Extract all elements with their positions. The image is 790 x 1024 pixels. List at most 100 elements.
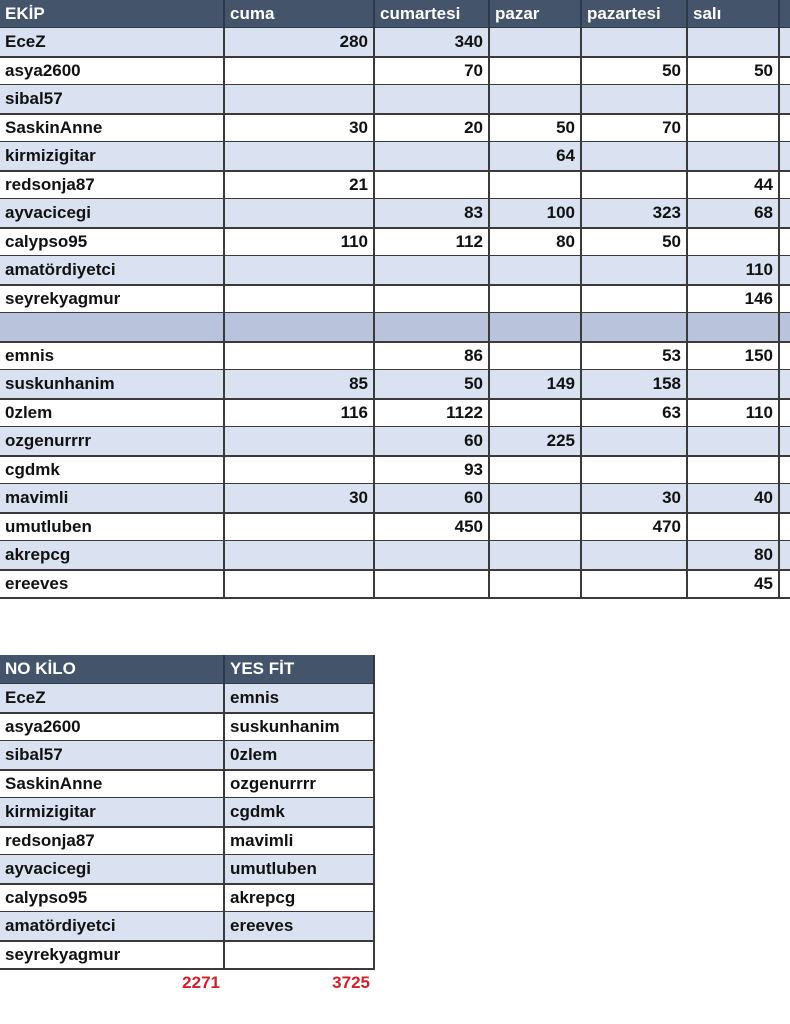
value-cell [582, 142, 688, 172]
value-cell: 30 [225, 113, 375, 143]
value-cell [688, 142, 780, 172]
name-cell: emnis [225, 684, 375, 714]
value-cell: 100 [490, 199, 582, 229]
value-cell: 85 [225, 370, 375, 400]
name-cell: 0zlem [0, 398, 225, 428]
name-cell: amatördiyetci [0, 912, 225, 942]
value-cell: 50 [582, 227, 688, 257]
value-cell [688, 455, 780, 485]
value-cell [490, 341, 582, 371]
name-cell: 0zlem [225, 741, 375, 771]
value-cell [582, 569, 688, 599]
value-cell: 50 [582, 56, 688, 86]
cell [780, 484, 790, 514]
name-cell: redsonja87 [0, 170, 225, 200]
value-cell [688, 512, 780, 542]
value-cell: 80 [490, 227, 582, 257]
name-cell: ayvacicegi [0, 199, 225, 229]
name-cell: umutluben [0, 512, 225, 542]
name-cell: seyrekyagmur [0, 940, 225, 970]
value-cell: 225 [490, 427, 582, 457]
name-cell: seyrekyagmur [0, 284, 225, 314]
cell [780, 342, 790, 371]
value-cell: 323 [582, 199, 688, 229]
value-cell [582, 28, 688, 58]
value-cell [490, 170, 582, 200]
value-cell: 70 [582, 113, 688, 143]
value-cell [225, 85, 375, 115]
value-cell [225, 256, 375, 286]
value-cell: 30 [225, 484, 375, 514]
value-cell [490, 484, 582, 514]
cell [780, 427, 790, 457]
header-cell: cuma [225, 0, 375, 29]
value-cell [375, 569, 490, 599]
cell [780, 313, 790, 343]
value-cell: 80 [688, 541, 780, 571]
header-cell: NO KİLO [0, 655, 225, 685]
name-cell: ozgenurrrr [0, 427, 225, 457]
value-cell: 146 [688, 284, 780, 314]
value-cell: 110 [225, 227, 375, 257]
value-cell: 150 [688, 341, 780, 371]
name-cell: kirmizigitar [0, 798, 225, 828]
name-cell: ozgenurrrr [225, 769, 375, 799]
value-cell: 50 [688, 56, 780, 86]
value-cell [225, 313, 375, 343]
name-cell: EceZ [0, 684, 225, 714]
cell [780, 114, 790, 143]
value-cell [582, 455, 688, 485]
value-cell: 63 [582, 398, 688, 428]
name-cell: suskunhanim [0, 370, 225, 400]
value-cell [582, 85, 688, 115]
cell [780, 513, 790, 542]
value-cell [688, 113, 780, 143]
value-cell: 110 [688, 398, 780, 428]
value-cell [375, 256, 490, 286]
name-cell: umutluben [225, 855, 375, 885]
value-cell: 64 [490, 142, 582, 172]
value-cell [375, 142, 490, 172]
value-cell [225, 142, 375, 172]
value-cell: 44 [688, 170, 780, 200]
value-cell: 50 [490, 113, 582, 143]
name-cell: amatördiyetci [0, 256, 225, 286]
value-cell: 280 [225, 28, 375, 58]
value-cell [375, 170, 490, 200]
value-cell [490, 398, 582, 428]
value-cell [582, 170, 688, 200]
name-cell: mavimli [0, 484, 225, 514]
value-cell [582, 256, 688, 286]
cell [780, 370, 790, 400]
value-cell [375, 541, 490, 571]
name-cell: calypso95 [0, 883, 225, 913]
cell [780, 57, 790, 86]
cell [780, 199, 790, 229]
total: 2271 [182, 973, 220, 992]
header-cell: EKİP [0, 0, 225, 29]
header-cell: salı [688, 0, 780, 29]
value-cell [688, 313, 780, 343]
name-cell: emnis [0, 341, 225, 371]
value-cell [225, 284, 375, 314]
value-cell [582, 284, 688, 314]
value-cell: 450 [375, 512, 490, 542]
name-cell: SaskinAnne [0, 769, 225, 799]
value-cell: 20 [375, 113, 490, 143]
cell [780, 570, 790, 599]
cell [780, 85, 790, 115]
value-cell [688, 227, 780, 257]
name-cell: akrepcg [225, 883, 375, 913]
value-cell [490, 56, 582, 86]
name-cell: sibal57 [0, 741, 225, 771]
value-cell: 116 [225, 398, 375, 428]
value-cell: 470 [582, 512, 688, 542]
value-cell [688, 28, 780, 58]
value-cell [688, 370, 780, 400]
value-cell: 86 [375, 341, 490, 371]
header-cell: cumartesi [375, 0, 490, 29]
name-cell: EceZ [0, 28, 225, 58]
name-cell: suskunhanim [225, 712, 375, 742]
value-cell: 30 [582, 484, 688, 514]
